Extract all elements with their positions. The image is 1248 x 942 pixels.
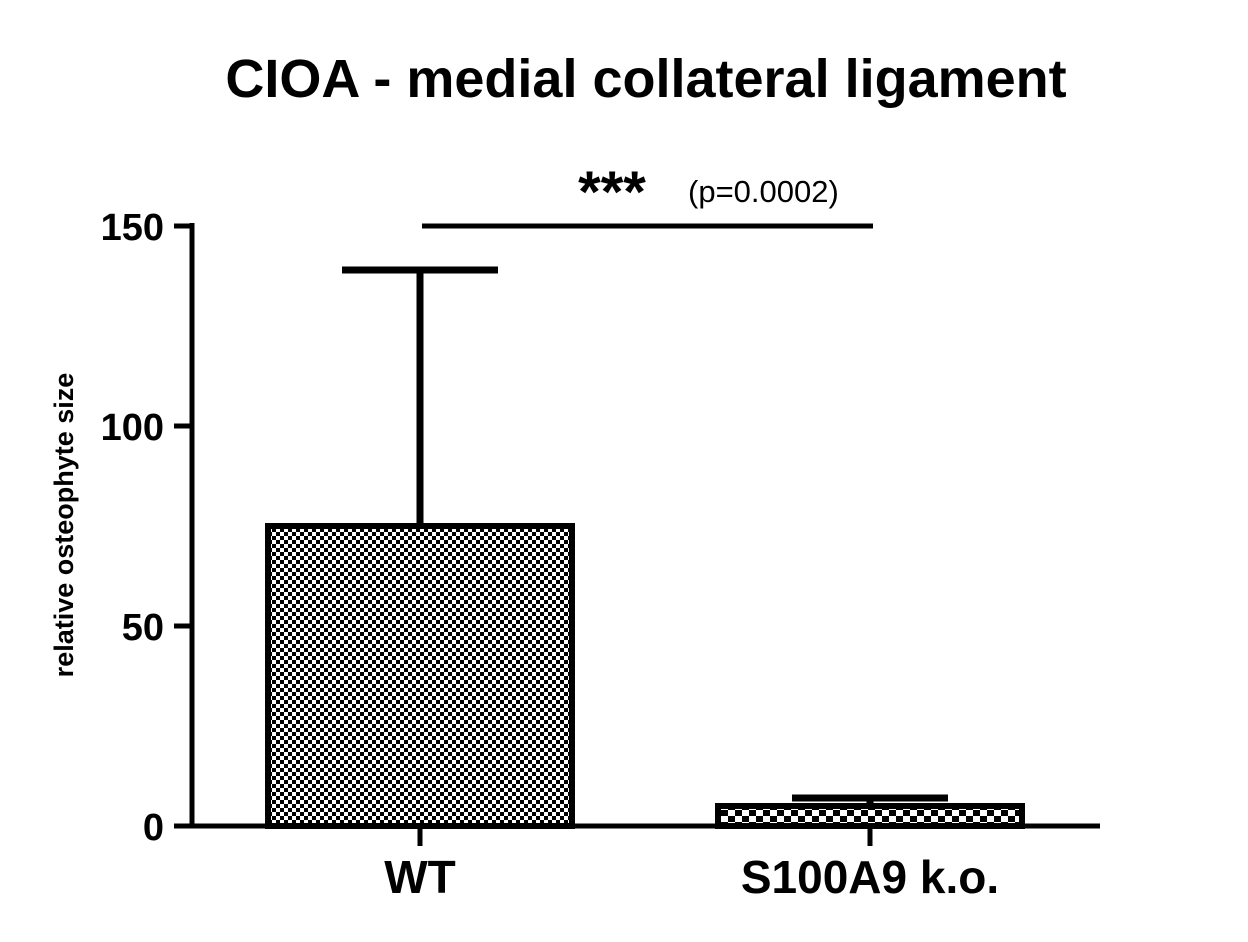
- y-ticks-layer: 0 50 100 150: [101, 207, 192, 849]
- bar-wt: [265, 523, 575, 829]
- y-tick-label: 150: [101, 207, 164, 249]
- error-bars-layer: [342, 266, 948, 806]
- x-tick-label: S100A9 k.o.: [741, 851, 999, 903]
- y-tick-label: 100: [101, 407, 164, 449]
- chart-title: CIOA - medial collateral ligament: [225, 49, 1066, 109]
- significance-stars: ***: [578, 160, 646, 225]
- bar-s100a9-ko: [715, 803, 1025, 829]
- significance-layer: *** (p=0.0002): [422, 160, 873, 229]
- x-ticks-layer: WT S100A9 k.o.: [384, 826, 999, 903]
- bars-layer: [265, 523, 1025, 829]
- y-tick-label: 0: [143, 807, 164, 849]
- x-tick-label: WT: [384, 851, 456, 903]
- y-tick-label: 50: [122, 607, 164, 649]
- y-axis-label: relative osteophyte size: [49, 373, 79, 678]
- p-value-label: (p=0.0002): [688, 174, 839, 209]
